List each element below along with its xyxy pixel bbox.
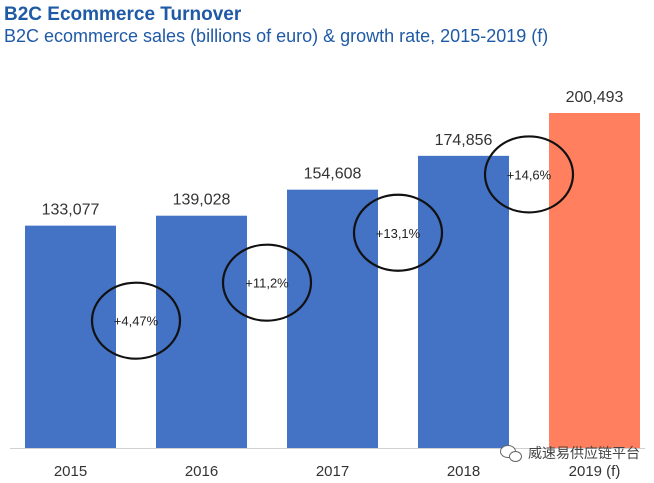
bar-2016	[156, 215, 247, 448]
x-tick-label: 2018	[447, 463, 480, 480]
x-tick-label: 2015	[54, 463, 87, 480]
growth-circle	[90, 281, 182, 360]
x-tick-label: 2017	[316, 463, 349, 480]
growth-rate-label: +13,1%	[376, 226, 421, 241]
growth-rate-label: +4,47%	[114, 314, 159, 329]
x-tick-label: 2016	[185, 463, 218, 480]
chart-title: B2C Ecommerce Turnover	[4, 4, 242, 25]
growth-rate-label: +14,6%	[507, 167, 552, 182]
data-label: 200,493	[566, 89, 624, 106]
watermark: 威速易供应链平台	[500, 443, 640, 463]
growth-rate-label: +11,2%	[245, 276, 289, 291]
data-label: 133,077	[42, 202, 100, 219]
data-label: 174,856	[435, 132, 493, 149]
watermark-text: 威速易供应链平台	[528, 446, 640, 462]
bar-2018	[418, 155, 509, 449]
x-tick-label: 2019 (f)	[569, 463, 621, 480]
bar-2015	[25, 225, 116, 448]
growth-circle	[352, 193, 444, 272]
wechat-icon	[500, 445, 522, 462]
bar-2019-f	[549, 113, 640, 448]
data-label: 154,608	[304, 166, 362, 183]
bar-2017	[287, 189, 378, 448]
growth-circle	[221, 243, 313, 322]
data-label: 139,028	[173, 192, 231, 209]
growth-circle	[483, 135, 575, 214]
chart-subtitle: B2C ecommerce sales (billions of euro) &…	[4, 26, 549, 46]
